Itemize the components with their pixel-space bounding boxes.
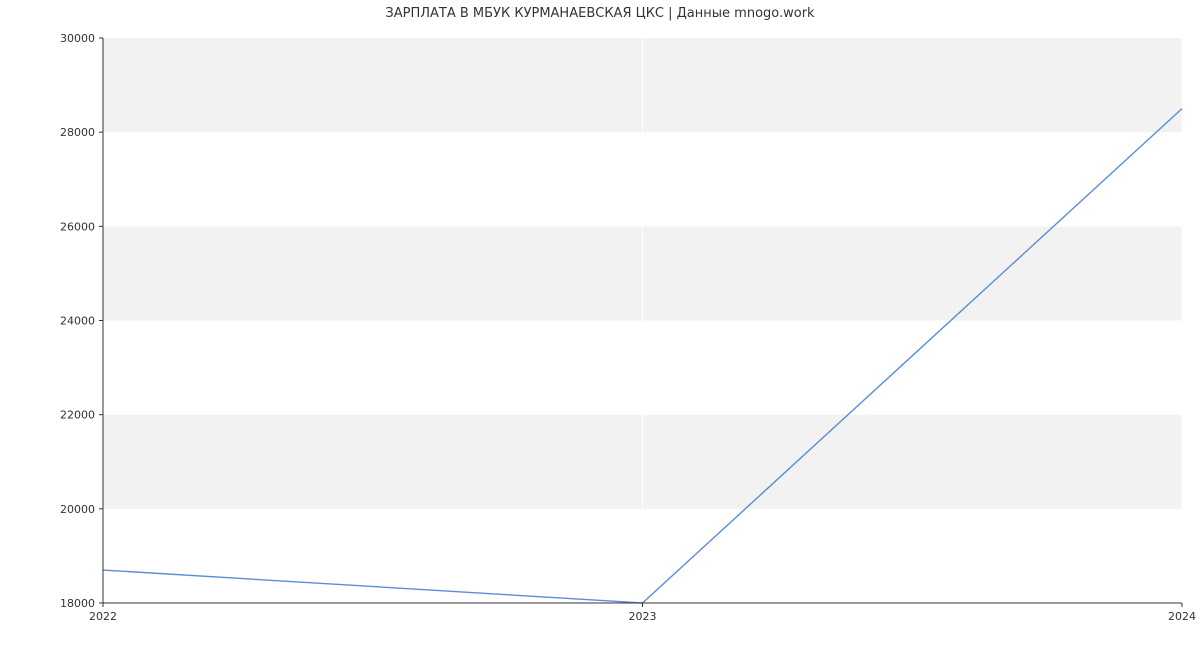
xtick-label: 2023 bbox=[629, 610, 657, 623]
ytick-label: 28000 bbox=[60, 126, 95, 139]
chart-container: ЗАРПЛАТА В МБУК КУРМАНАЕВСКАЯ ЦКС | Данн… bbox=[0, 0, 1200, 650]
ytick-label: 24000 bbox=[60, 315, 95, 328]
xtick-label: 2022 bbox=[89, 610, 117, 623]
line-chart: 18000 20000 22000 24000 26000 28000 30000 2022 2… bbox=[0, 0, 1200, 650]
ytick-label: 30000 bbox=[60, 32, 95, 45]
chart-title: ЗАРПЛАТА В МБУК КУРМАНАЕВСКАЯ ЦКС | Данн… bbox=[0, 6, 1200, 21]
ytick-label: 20000 bbox=[60, 503, 95, 516]
xtick-label: 2024 bbox=[1168, 610, 1196, 623]
ytick-label: 26000 bbox=[60, 220, 95, 233]
ytick-label: 18000 bbox=[60, 597, 95, 610]
ytick-label: 22000 bbox=[60, 409, 95, 422]
